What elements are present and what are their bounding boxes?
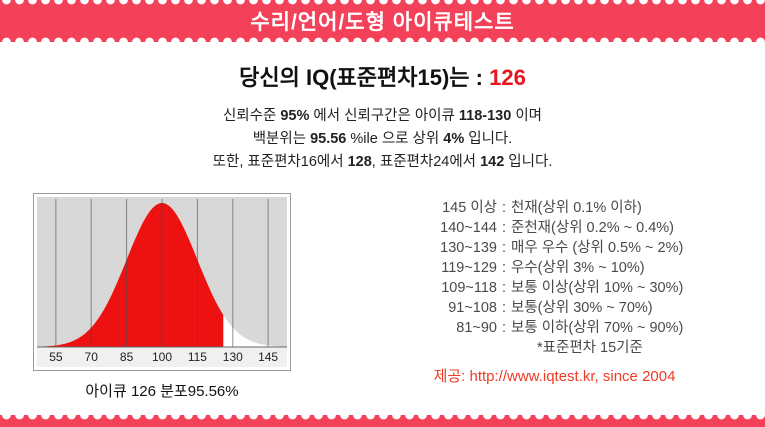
iq-range-row: 119~129: 우수(상위 3% ~ 10%) [379,258,730,278]
iq-range-label: 준천재(상위 0.2% ~ 0.4%) [511,220,675,236]
classification-column: 145 이상: 천재(상위 0.1% 이하) 140~144: 준천재(상위 0.2… [303,193,730,401]
iq-range: 91~108 [448,300,497,316]
svg-text:85: 85 [120,350,134,364]
chart-caption: 아이큐 126 분포95.56% [85,383,239,400]
iq-range: 140~144 [440,220,497,236]
chart-column: 55 70 85 100 115 130 145 아이큐 126 분포95.56% [33,193,303,401]
svg-text:115: 115 [188,350,207,364]
iq-range: 145 이상 [442,200,497,216]
svg-text:70: 70 [85,350,99,364]
iq-range-row: 140~144: 준천재(상위 0.2% ~ 0.4%) [379,218,730,238]
iq-range-label: 천재(상위 0.1% 이하) [511,200,642,216]
svg-text:130: 130 [223,350,243,364]
summary-line-3: 또한, 표준편차16에서 128, 표준편차24에서 142 입니다. [212,154,553,170]
iq-range: 109~118 [441,280,497,296]
iq-range-row: 109~118: 보통 이상(상위 10% ~ 30%) [379,278,730,298]
summary-line-1: 신뢰수준 95% 에서 신뢰구간은 아이큐 118-130 이며 [222,108,543,124]
iq-range-label: 보통 이하(상위 70% ~ 90%) [511,320,684,336]
iq-range: 81~90 [456,320,497,336]
ticket-banner: 수리/언어/도형 아이큐테스트 [0,0,765,42]
iq-value: 126 [489,65,526,90]
provider-link[interactable]: 제공: http://www.iqtest.kr, since 2004 [433,368,676,385]
classification-note: *표준편차 15기준 [537,340,643,356]
iq-distribution-chart: 55 70 85 100 115 130 145 [37,197,287,367]
chart-frame: 55 70 85 100 115 130 145 [33,193,291,371]
iq-range-label: 우수(상위 3% ~ 10%) [511,260,645,276]
svg-text:55: 55 [49,350,63,364]
iq-range-label: 보통(상위 30% ~ 70%) [511,300,653,316]
summary-line-2: 백분위는 95.56 %ile 으로 상위 4% 입니다. [252,131,513,147]
iq-range-row: 145 이상: 천재(상위 0.1% 이하) [379,198,730,218]
content-row: 55 70 85 100 115 130 145 아이큐 126 분포95.56% 145 … [0,174,765,401]
summary-block: 신뢰수준 95% 에서 신뢰구간은 아이큐 118-130 이며 백분위는 95… [0,105,765,174]
iq-range-row: 130~139: 매우 우수 (상위 0.5% ~ 2%) [379,238,730,258]
banner-title: 수리/언어/도형 아이큐테스트 [250,11,515,34]
iq-range-label: 보통 이상(상위 10% ~ 30%) [511,280,684,296]
svg-text:145: 145 [258,350,278,364]
result-title-prefix: 당신의 IQ(표준편차15)는 : [239,65,490,90]
iq-range-label: 매우 우수 (상위 0.5% ~ 2%) [511,240,684,256]
svg-text:100: 100 [152,350,172,364]
iq-range-row: 81~90: 보통 이하(상위 70% ~ 90%) [379,318,730,338]
iq-range: 119~129 [441,260,497,276]
bottom-scallop-border [0,415,765,427]
iq-range: 130~139 [440,240,497,256]
iq-range-row: 91~108: 보통(상위 30% ~ 70%) [379,298,730,318]
result-title: 당신의 IQ(표준편차15)는 : 126 [0,60,765,92]
